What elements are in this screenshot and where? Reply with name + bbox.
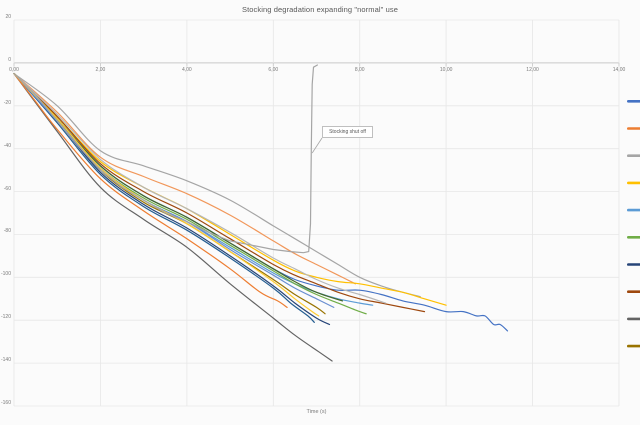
legend-marker <box>627 263 640 266</box>
series-line-line-02 <box>13 73 356 285</box>
x-tick-label: 0,00 <box>9 67 19 74</box>
series-line-line-17-shutoff <box>13 64 318 254</box>
x-axis-title: Time (s) <box>306 409 327 415</box>
series-line-line-08 <box>13 73 426 313</box>
series-line-line-09 <box>13 73 333 362</box>
legend-marker <box>627 127 640 130</box>
series-line-line-14 <box>13 73 288 308</box>
legend-marker <box>627 317 640 321</box>
y-tick-label: 0 <box>8 56 11 63</box>
x-tick-label: 12,00 <box>526 67 539 74</box>
y-tick-label: -20 <box>3 99 11 106</box>
y-tick-label: -140 <box>0 357 11 364</box>
series-line-line-16 <box>13 73 320 317</box>
x-tick-label: 10,00 <box>439 67 453 74</box>
y-tick-label: -160 <box>0 400 11 406</box>
gridlines <box>13 19 620 407</box>
series-line-line-13 <box>13 73 335 308</box>
series-line-line-05 <box>13 73 374 306</box>
series-line-line-03 <box>13 73 421 298</box>
series-line-line-15 <box>13 73 387 304</box>
legend-marker <box>627 236 640 239</box>
x-tick-label: 8,00 <box>354 67 365 74</box>
chart-title: Stocking degradation expanding "normal" … <box>242 5 398 14</box>
legend-marker <box>627 208 640 212</box>
x-tick-label: 6,00 <box>268 67 279 74</box>
legend-marker <box>627 344 640 348</box>
y-tick-label: -100 <box>0 271 11 278</box>
annotation-text: Stocking shut off <box>329 129 366 135</box>
x-tick-label: 2,00 <box>95 67 106 74</box>
y-tick-label: -40 <box>3 142 11 149</box>
y-tick-label: -120 <box>0 314 11 321</box>
series-lines <box>13 64 509 362</box>
series-line-line-12 <box>13 73 343 302</box>
legend-marker <box>627 154 640 157</box>
series-line-line-04 <box>13 73 447 306</box>
legend-marker <box>627 290 640 293</box>
y-tick-label: -80 <box>3 228 11 235</box>
y-tick-label: 20 <box>5 14 11 20</box>
x-tick-label: 4,00 <box>181 67 192 74</box>
series-line-line-07 <box>13 73 331 326</box>
y-tick-label: -60 <box>3 185 11 192</box>
x-tick-label: 14,00 <box>612 67 626 74</box>
annotation-callout-box: Stocking shut off <box>322 126 373 138</box>
legend-marker <box>627 181 640 185</box>
legend <box>627 100 640 348</box>
legend-marker <box>627 100 640 103</box>
series-line-line-11 <box>13 73 315 323</box>
annotation-leader-line <box>311 137 323 154</box>
